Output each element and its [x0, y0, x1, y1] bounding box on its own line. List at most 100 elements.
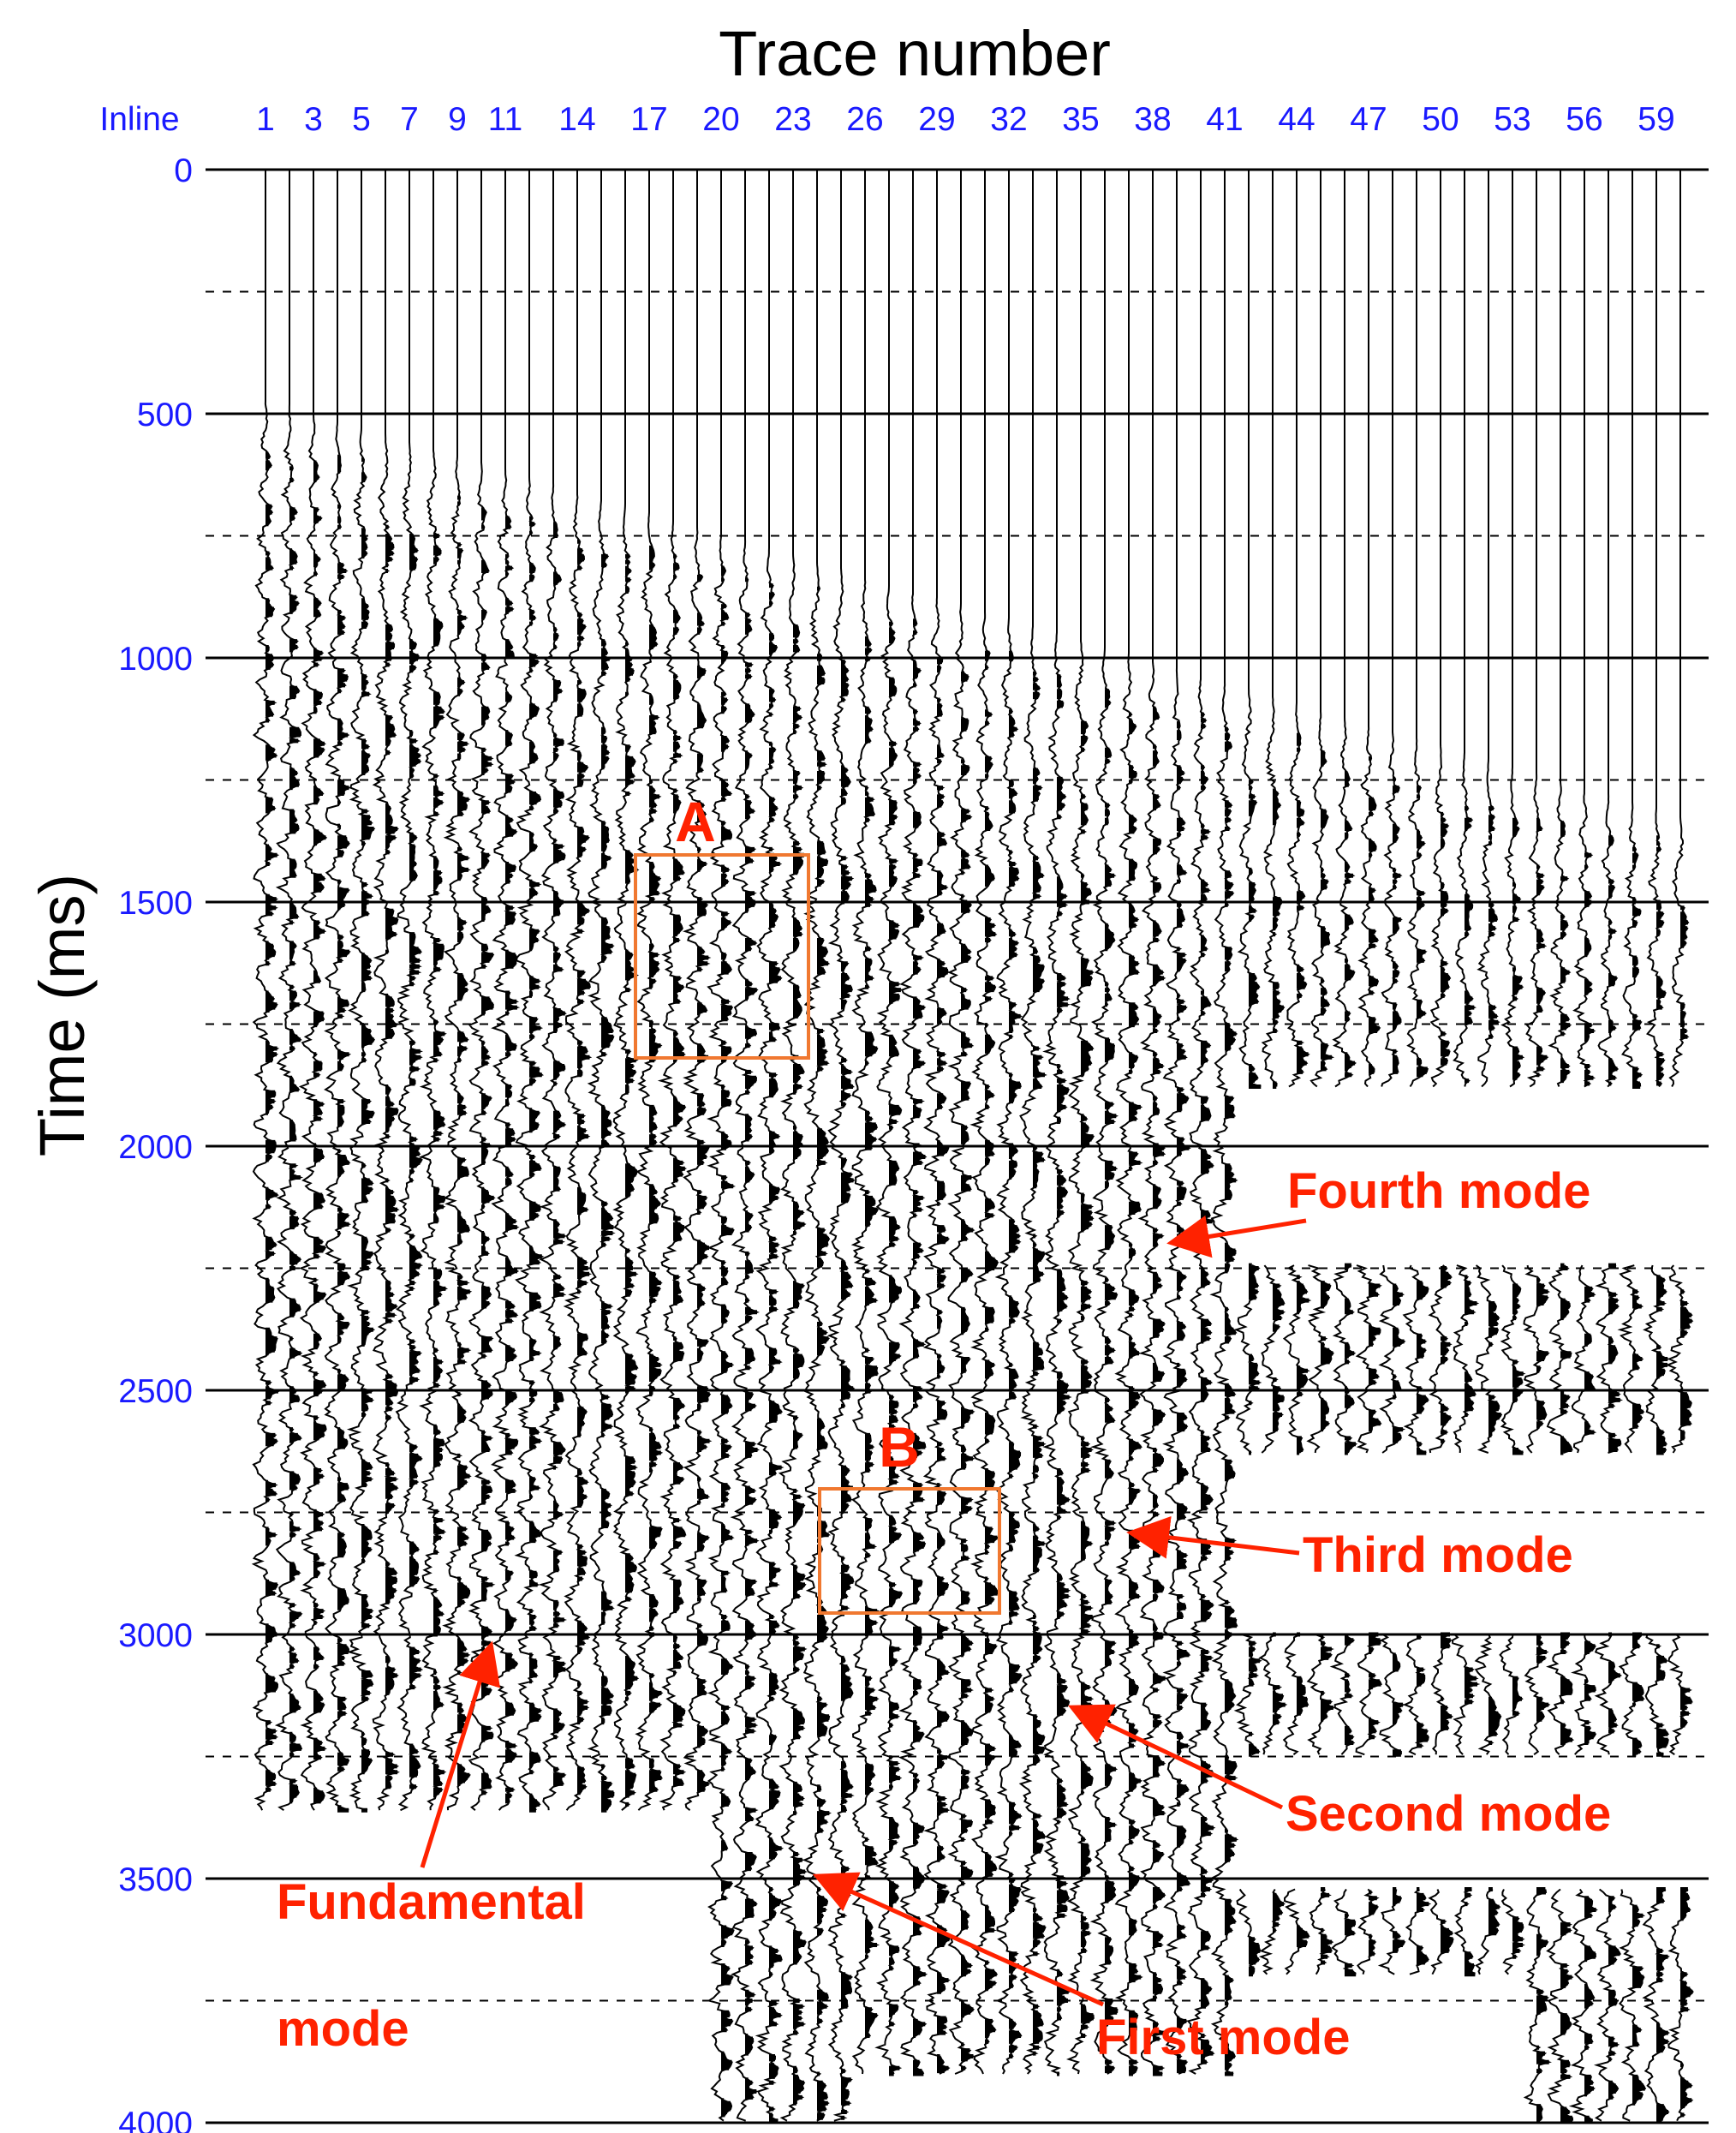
x-tick-label: 38 — [1134, 101, 1171, 138]
trace-wiggle — [1355, 170, 1382, 1975]
x-tick-label: 17 — [630, 101, 667, 138]
y-axis-label: Time (ms) — [27, 874, 98, 1156]
trace-fill — [601, 553, 614, 1813]
trace-wiggle — [1065, 170, 1095, 2075]
trace-fill — [865, 636, 878, 2038]
trace-fill — [1488, 806, 1501, 1936]
trace-fill — [385, 524, 398, 1789]
trace-fill — [769, 583, 782, 2124]
trace-wiggle — [1546, 170, 1575, 2121]
annotation-fundamental-mode: mode — [277, 2001, 409, 2057]
trace-fill — [1345, 771, 1357, 1977]
trace-wiggle — [1186, 170, 1216, 2075]
trace-fill — [649, 545, 662, 1792]
x-tick-label: 59 — [1638, 101, 1674, 138]
y-tick-label: 2000 — [118, 1129, 193, 1166]
trace-wiggle — [298, 170, 328, 1811]
trace-fill — [1129, 712, 1142, 2076]
x-tick-label: 7 — [400, 101, 419, 138]
arrow-third-mode — [1126, 1515, 1300, 1559]
trace-fill — [1273, 788, 1286, 1933]
trace-fill — [1081, 720, 1094, 2038]
x-tick-label: 32 — [990, 101, 1027, 138]
trace-wiggle — [1258, 170, 1288, 1975]
trace-wiggle — [946, 170, 975, 2075]
trace-fill — [289, 466, 301, 1804]
y-tick-label: 3000 — [118, 1617, 193, 1654]
trace-wiggle — [587, 170, 616, 1811]
trace-fill — [985, 650, 998, 2044]
x-tick-label: 50 — [1422, 101, 1459, 138]
trace-fill — [1680, 905, 1693, 2118]
trace-wiggle — [372, 170, 400, 1811]
trace-wiggle — [1665, 170, 1694, 2122]
trace-fill — [337, 454, 349, 1813]
arrow-second-mode — [1067, 1704, 1284, 1810]
trace-fill — [1009, 650, 1022, 2058]
trace-fill — [577, 539, 590, 1795]
trace-fill — [529, 516, 542, 1813]
trace-fill — [1584, 852, 1596, 2124]
trace-fill — [409, 534, 422, 1789]
trace-fill — [1465, 806, 1477, 1977]
trace-fill — [1153, 706, 1166, 2076]
trace-wiggle — [538, 170, 568, 1811]
x-tick-label: 47 — [1350, 101, 1387, 138]
trace-wiggle — [850, 170, 880, 2075]
x-tick-label: 9 — [448, 101, 467, 138]
trace-fill — [1249, 780, 1262, 1977]
trace-fill — [433, 534, 446, 1798]
box-a — [634, 853, 810, 1060]
x-tick-label: 29 — [918, 101, 955, 138]
chart-title: Trace number — [719, 18, 1111, 89]
trace-wiggle — [1114, 170, 1143, 2075]
trace-fill — [721, 565, 734, 2118]
y-tick-labels: 0 500 1000 1500 2000 2500 3000 3500 4000 — [118, 152, 193, 2133]
trace-fill — [793, 624, 806, 2106]
trace-fill — [1033, 671, 1046, 2056]
x-tick-label: 23 — [774, 101, 811, 138]
trace-wiggle — [1329, 170, 1358, 1975]
trace-wiggle — [1402, 170, 1432, 1975]
trace-wiggle — [1568, 170, 1598, 2122]
y-tick-label: 0 — [174, 152, 193, 189]
annotation-fourth-mode: Fourth mode — [1287, 1163, 1590, 1219]
arrow-first-mode — [812, 1872, 1105, 2007]
arrow-fourth-mode — [1166, 1215, 1307, 1258]
trace-fill — [1536, 817, 1549, 2124]
y-tick-label: 1000 — [118, 641, 193, 678]
x-tick-label: 44 — [1278, 101, 1315, 138]
trace-wiggle — [898, 170, 928, 2075]
trace-fill — [313, 460, 326, 1804]
trace-wiggle — [1377, 170, 1406, 1975]
x-tick-label: 11 — [488, 101, 523, 138]
trace-wiggle — [1499, 170, 1526, 1975]
trace-fill — [1656, 835, 1668, 2124]
trace-fill — [1297, 732, 1309, 1947]
x-tick-label: 41 — [1206, 101, 1243, 138]
y-tick-label: 1500 — [118, 885, 193, 922]
box-b — [818, 1487, 1001, 1615]
x-tick-label: 53 — [1494, 101, 1530, 138]
y-tick-label: 500 — [137, 397, 193, 433]
box-a-label: A — [675, 790, 716, 853]
x-tick-label: 1 — [256, 101, 275, 138]
trace-fill — [1177, 720, 1190, 2074]
trace-fill — [265, 451, 278, 1792]
trace-fill — [1057, 674, 1070, 2076]
trace-fill — [505, 516, 518, 1804]
trace-fill — [1105, 689, 1118, 2074]
annotation-fundamental: Fundamental — [277, 1874, 586, 1930]
arrow-fundamental-mode — [420, 1640, 501, 1868]
box-b-label: B — [879, 1415, 920, 1479]
trace-fill — [961, 671, 974, 2070]
x-tick-label: 20 — [702, 101, 739, 138]
x-tick-label: 56 — [1566, 101, 1602, 138]
annotation-first-mode: First mode — [1096, 2010, 1351, 2065]
annotation-third-mode: Third mode — [1303, 1527, 1573, 1583]
x-axis-label: Inline — [99, 101, 179, 138]
x-tick-label: 5 — [352, 101, 371, 138]
y-tick-label: 2500 — [118, 1373, 193, 1410]
trace-fill — [1512, 817, 1524, 1959]
